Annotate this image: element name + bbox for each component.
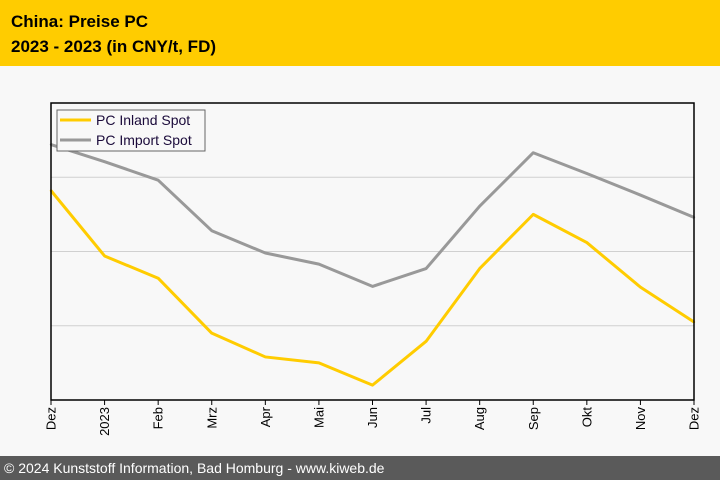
data-point-1-11 — [639, 193, 642, 197]
data-point-1-10 — [585, 172, 589, 175]
x-tick-label: Mai — [311, 407, 326, 428]
x-tick-label: Sep — [526, 407, 541, 430]
header-bar: China: Preise PC 2023 - 2023 (in CNY/t, … — [0, 0, 720, 66]
data-point-0-4 — [264, 355, 267, 359]
x-tick-label: Jul — [419, 407, 434, 424]
gridlines — [51, 176, 694, 327]
data-point-1-2 — [156, 179, 160, 182]
data-point-1-4 — [264, 251, 267, 255]
data-point-1-1 — [103, 160, 106, 163]
footer-bar: © 2024 Kunststoff Information, Bad Hombu… — [0, 456, 720, 480]
data-point-1-6 — [371, 285, 374, 288]
data-point-0-9 — [532, 213, 535, 216]
chart-subtitle: 2023 - 2023 (in CNY/t, FD) — [11, 37, 217, 56]
copyright-text: © 2024 Kunststoff Information, Bad Hombu… — [4, 460, 385, 476]
legend-label-import: PC Import Spot — [96, 132, 192, 148]
x-tick-label: Feb — [151, 407, 166, 429]
x-tick-label: Aug — [472, 407, 487, 430]
x-tick-label: Okt — [579, 407, 594, 428]
x-tick-label: Nov — [633, 407, 648, 431]
data-point-0-7 — [424, 340, 428, 343]
legend: PC Inland Spot PC Import Spot — [56, 109, 206, 152]
chart-title: China: Preise PC — [11, 12, 148, 31]
x-tick-label: Apr — [258, 406, 273, 427]
series-line-1 — [50, 143, 695, 288]
data-point-0-11 — [639, 285, 642, 289]
legend-label-inland: PC Inland Spot — [96, 112, 190, 128]
data-point-1-5 — [317, 262, 321, 266]
data-point-0-1 — [103, 254, 106, 258]
data-point-1-9 — [532, 151, 535, 154]
data-point-0-8 — [478, 267, 481, 270]
legend-box — [56, 109, 206, 152]
x-tick-label: Jun — [365, 407, 380, 428]
data-point-1-7 — [424, 267, 428, 270]
x-tick-label: Dez — [44, 407, 59, 430]
data-point-1-3 — [210, 229, 213, 232]
data-point-0-6 — [371, 383, 374, 387]
data-point-0-10 — [585, 241, 589, 244]
data-point-1-8 — [478, 205, 481, 208]
x-tick-label: 2023 — [97, 407, 112, 436]
x-axis-ticks: Dez 2023 Feb Mrz Apr Mai Jun Jul Aug Sep Okt Nov Dez — [44, 400, 702, 436]
data-point-0-3 — [210, 331, 213, 335]
line-chart: Dez 2023 Feb Mrz Apr Mai Jun Jul Aug Sep Okt Nov Dez… — [44, 102, 702, 436]
x-tick-label: Mrz — [204, 407, 219, 429]
data-point-0-2 — [156, 277, 160, 280]
data-point-0-5 — [317, 361, 321, 365]
x-tick-label: Dez — [687, 407, 702, 430]
series-lines — [49, 143, 696, 387]
